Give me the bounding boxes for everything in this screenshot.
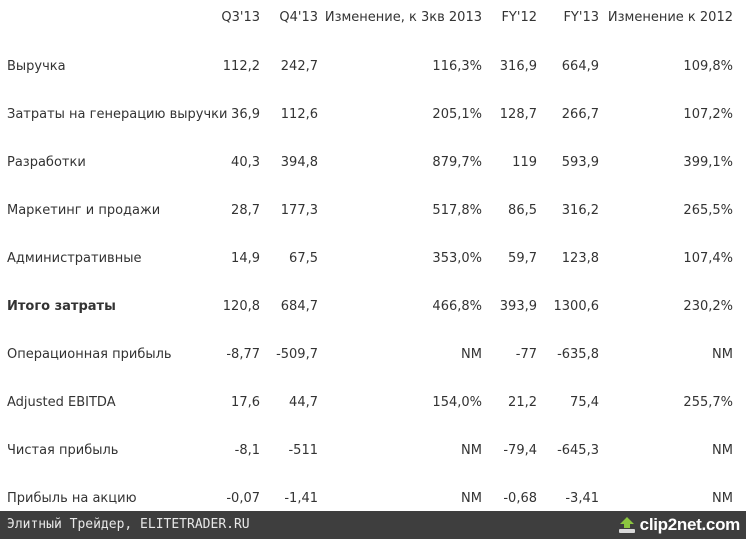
cell-fy13: 316,2 bbox=[561, 203, 599, 218]
cell-q3-13: -8,1 bbox=[234, 443, 260, 458]
cell-q4-13: -511 bbox=[288, 443, 318, 458]
row-metric-label: Операционная прибыль bbox=[7, 347, 172, 362]
row-metric-label: Выручка bbox=[7, 59, 66, 74]
cell-change-year: NM bbox=[712, 443, 733, 458]
cell-q3-13: 17,6 bbox=[231, 395, 260, 410]
cell-fy13: -635,8 bbox=[557, 347, 599, 362]
cell-q4-13: 242,7 bbox=[280, 59, 318, 74]
row-metric-label: Итого затраты bbox=[7, 299, 116, 314]
table-row: Прибыль на акцию -0,07 -1,41 NM -0,68 -3… bbox=[0, 489, 746, 509]
row-metric-label: Затраты на генерацию выручки bbox=[7, 107, 228, 122]
cell-q4-13: 44,7 bbox=[289, 395, 318, 410]
table-header-row: Q3'13 Q4'13 Изменение, к 3кв 2013 FY'12 … bbox=[0, 8, 746, 28]
cell-change-quarter: 116,3% bbox=[432, 59, 482, 74]
cell-change-quarter: 154,0% bbox=[432, 395, 482, 410]
table-row: Затраты на генерацию выручки 36,9 112,6 … bbox=[0, 105, 746, 125]
row-metric-label: Прибыль на акцию bbox=[7, 491, 137, 506]
row-metric-label: Разработки bbox=[7, 155, 86, 170]
cell-q3-13: 28,7 bbox=[231, 203, 260, 218]
cell-change-quarter: 205,1% bbox=[432, 107, 482, 122]
cell-q4-13: 112,6 bbox=[280, 107, 318, 122]
cell-change-year: NM bbox=[712, 347, 733, 362]
table-row: Чистая прибыль -8,1 -511 NM -79,4 -645,3… bbox=[0, 441, 746, 461]
cell-q3-13: -0,07 bbox=[226, 491, 260, 506]
cell-q4-13: 684,7 bbox=[280, 299, 318, 314]
cell-change-year: NM bbox=[712, 491, 733, 506]
cell-change-quarter: 466,8% bbox=[432, 299, 482, 314]
table-row: Разработки 40,3 394,8 879,7% 119 593,9 3… bbox=[0, 153, 746, 173]
header-fy12: FY'12 bbox=[501, 10, 537, 25]
cell-fy13: -645,3 bbox=[557, 443, 599, 458]
row-metric-label: Административные bbox=[7, 251, 142, 266]
cell-fy12: 59,7 bbox=[508, 251, 537, 266]
watermark-text: clip2net.com bbox=[639, 515, 741, 534]
cell-fy12: -79,4 bbox=[503, 443, 537, 458]
cell-change-year: 399,1% bbox=[683, 155, 733, 170]
header-fy13: FY'13 bbox=[563, 10, 599, 25]
cell-change-year: 107,2% bbox=[683, 107, 733, 122]
cell-change-year: 255,7% bbox=[683, 395, 733, 410]
cell-change-quarter: NM bbox=[461, 443, 482, 458]
row-metric-label: Adjusted EBITDA bbox=[7, 395, 116, 410]
cell-fy13: 664,9 bbox=[561, 59, 599, 74]
header-q4-13: Q4'13 bbox=[279, 10, 318, 25]
table-row-total: Итого затраты 120,8 684,7 466,8% 393,9 1… bbox=[0, 297, 746, 317]
header-change-quarter: Изменение, к 3кв 2013 bbox=[324, 10, 482, 25]
footer-bar: Элитный Трейдер, ELITETRADER.RU clip2net… bbox=[0, 511, 746, 539]
row-metric-label: Чистая прибыль bbox=[7, 443, 119, 458]
cell-change-quarter: 353,0% bbox=[432, 251, 482, 266]
cell-fy13: 1300,6 bbox=[553, 299, 600, 314]
table-row: Операционная прибыль -8,77 -509,7 NM -77… bbox=[0, 345, 746, 365]
cell-fy12: 393,9 bbox=[499, 299, 537, 314]
table-row: Adjusted EBITDA 17,6 44,7 154,0% 21,2 75… bbox=[0, 393, 746, 413]
cell-fy13: 593,9 bbox=[561, 155, 599, 170]
cell-q4-13: -1,41 bbox=[284, 491, 318, 506]
cell-change-year: 265,5% bbox=[683, 203, 733, 218]
cell-fy13: -3,41 bbox=[565, 491, 599, 506]
cell-q4-13: 177,3 bbox=[280, 203, 318, 218]
cell-fy13: 75,4 bbox=[570, 395, 599, 410]
cell-q3-13: 14,9 bbox=[231, 251, 260, 266]
source-credit: Элитный Трейдер, ELITETRADER.RU bbox=[7, 517, 250, 532]
header-change-year: Изменение к 2012 bbox=[607, 10, 733, 25]
cell-fy12: 119 bbox=[512, 155, 537, 170]
cell-fy12: 316,9 bbox=[499, 59, 537, 74]
clip2net-watermark: clip2net.com bbox=[617, 513, 740, 537]
cell-change-year: 109,8% bbox=[683, 59, 733, 74]
table-row: Выручка 112,2 242,7 116,3% 316,9 664,9 1… bbox=[0, 57, 746, 77]
upload-arrow-icon bbox=[618, 517, 635, 533]
cell-q3-13: 40,3 bbox=[231, 155, 260, 170]
cell-q3-13: -8,77 bbox=[226, 347, 260, 362]
header-q3-13: Q3'13 bbox=[221, 10, 260, 25]
cell-fy13: 123,8 bbox=[561, 251, 599, 266]
cell-change-year: 230,2% bbox=[683, 299, 733, 314]
cell-change-year: 107,4% bbox=[683, 251, 733, 266]
cell-q3-13: 112,2 bbox=[222, 59, 260, 74]
row-metric-label: Маркетинг и продажи bbox=[7, 203, 161, 218]
cell-q4-13: 394,8 bbox=[280, 155, 318, 170]
cell-change-quarter: NM bbox=[461, 347, 482, 362]
cell-fy12: 86,5 bbox=[508, 203, 537, 218]
cell-q3-13: 120,8 bbox=[222, 299, 260, 314]
table-row: Административные 14,9 67,5 353,0% 59,7 1… bbox=[0, 249, 746, 269]
cell-q3-13: 36,9 bbox=[231, 107, 260, 122]
cell-change-quarter: 879,7% bbox=[432, 155, 482, 170]
cell-fy12: 21,2 bbox=[508, 395, 537, 410]
cell-q4-13: -509,7 bbox=[276, 347, 318, 362]
cell-fy12: 128,7 bbox=[499, 107, 537, 122]
cell-change-quarter: NM bbox=[461, 491, 482, 506]
table-row: Маркетинг и продажи 28,7 177,3 517,8% 86… bbox=[0, 201, 746, 221]
cell-change-quarter: 517,8% bbox=[432, 203, 482, 218]
cell-fy12: -77 bbox=[515, 347, 537, 362]
cell-q4-13: 67,5 bbox=[289, 251, 318, 266]
cell-fy12: -0,68 bbox=[503, 491, 537, 506]
cell-fy13: 266,7 bbox=[561, 107, 599, 122]
